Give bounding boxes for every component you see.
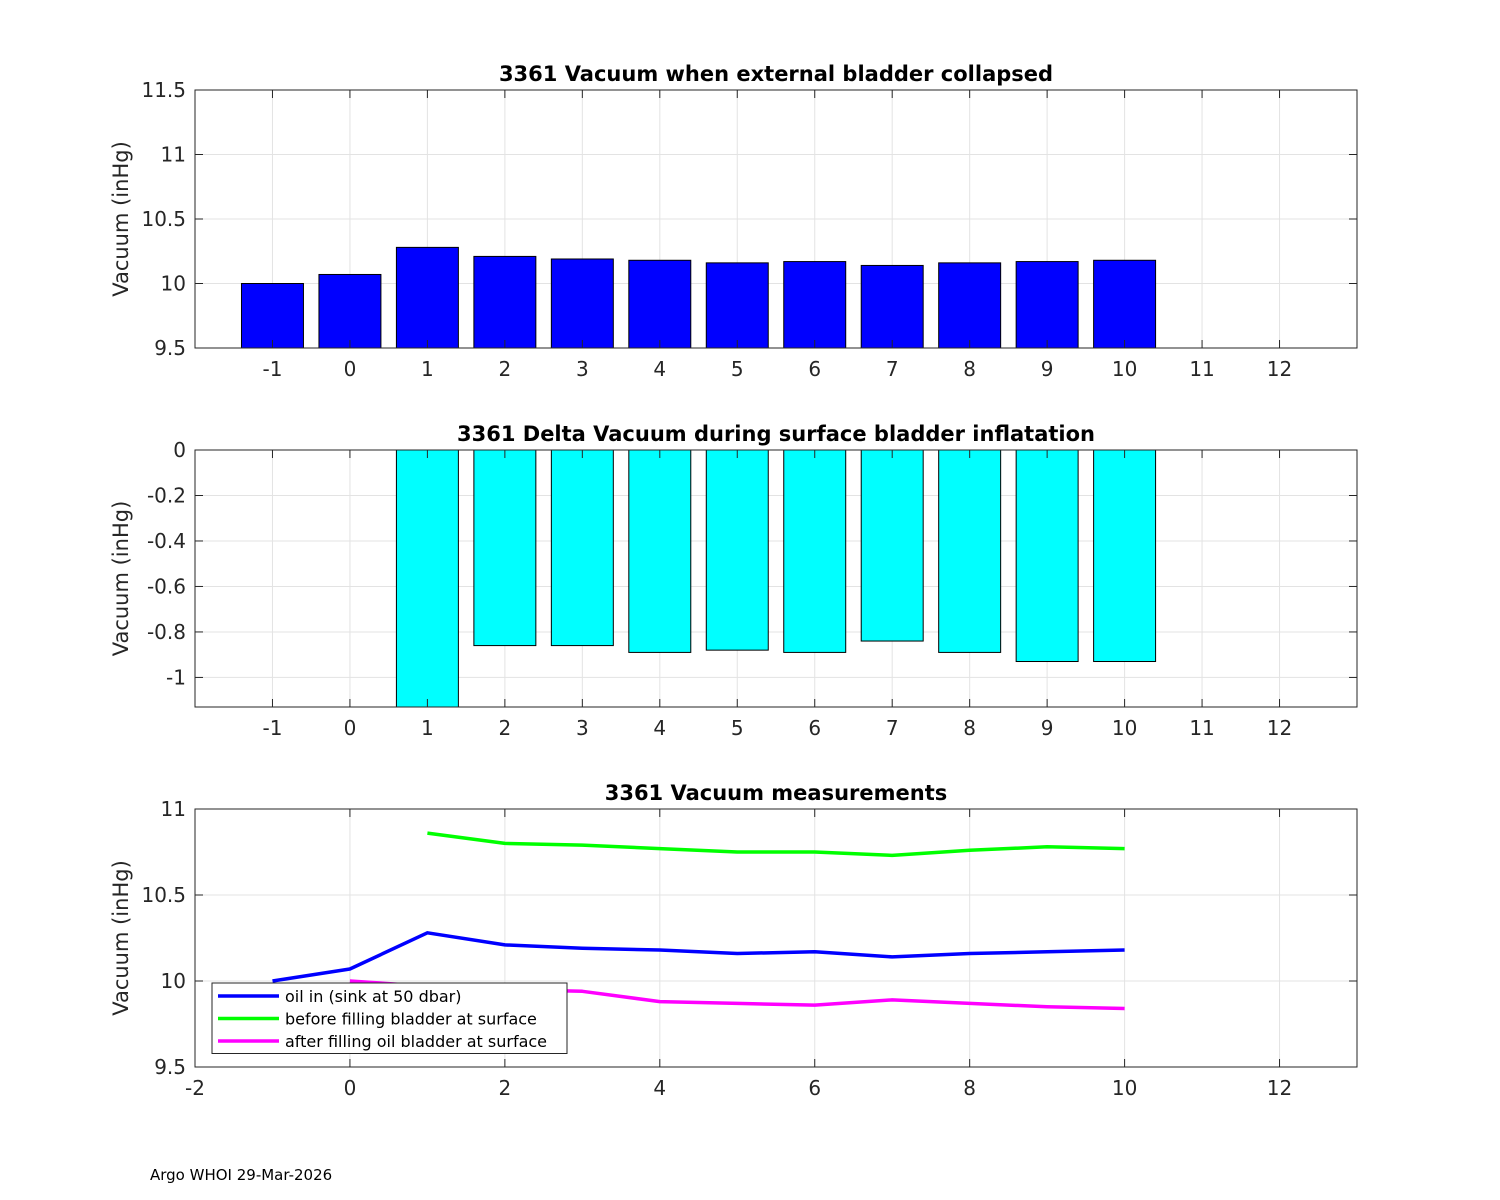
y-tick-label: 10 — [161, 272, 186, 296]
bar-6 — [783, 261, 847, 348]
bar-8 — [938, 450, 1002, 653]
bar-10 — [1093, 259, 1157, 348]
bar-1 — [395, 450, 459, 707]
x-tick-label: 0 — [344, 357, 357, 381]
y-tick-label: 9.5 — [154, 1055, 186, 1079]
plot-data — [395, 450, 1157, 707]
x-tick-label: -2 — [185, 1076, 205, 1100]
series-line-0 — [272, 931, 1125, 983]
bar--1 — [240, 283, 304, 348]
x-tick-label: 6 — [808, 1076, 821, 1100]
x-tick-label: 10 — [1112, 1076, 1137, 1100]
bar-2 — [473, 450, 537, 647]
x-tick-label: 5 — [731, 716, 744, 740]
bar-6 — [783, 450, 847, 653]
x-tick-label: 1 — [421, 716, 434, 740]
x-tick-label: 4 — [653, 716, 666, 740]
x-tick-label: 3 — [576, 357, 589, 381]
x-tick-label: 0 — [344, 1076, 357, 1100]
x-tick-label: 7 — [886, 716, 899, 740]
x-tick-label: 0 — [344, 716, 357, 740]
bar-5 — [705, 262, 769, 348]
legend-entry-1: before filling bladder at surface — [285, 1010, 537, 1029]
chart-title: 3361 Vacuum when external bladder collap… — [499, 62, 1053, 86]
x-tick-label: 7 — [886, 357, 899, 381]
x-tick-label: 10 — [1112, 716, 1137, 740]
bar-3 — [550, 258, 614, 348]
bar-7 — [860, 450, 924, 642]
chart-title: 3361 Vacuum measurements — [605, 781, 948, 805]
legend: oil in (sink at 50 dbar) before filling b… — [211, 982, 568, 1054]
plot-data — [240, 246, 1157, 348]
x-tick-label: 8 — [963, 357, 976, 381]
x-tick-label: 12 — [1267, 357, 1292, 381]
chart-title: 3361 Delta Vacuum during surface bladder… — [457, 422, 1095, 446]
y-axis-label: Vacuum (inHg) — [109, 860, 133, 1016]
y-tick-label: 11.5 — [141, 78, 186, 102]
footer-label: Argo WHOI 29-Mar-2026 — [150, 1166, 333, 1184]
axes-box — [194, 808, 1358, 1068]
bar-10 — [1093, 450, 1157, 663]
x-tick-label: -1 — [262, 357, 282, 381]
y-axis-label: Vacuum (inHg) — [109, 501, 133, 657]
plot-data — [272, 831, 1125, 1011]
x-tick-label: 11 — [1189, 357, 1214, 381]
y-axis-label: Vacuum (inHg) — [109, 141, 133, 297]
x-tick-label: 6 — [808, 716, 821, 740]
bar-0 — [318, 273, 382, 348]
legend-entry-0: oil in (sink at 50 dbar) — [285, 987, 462, 1006]
bar-1 — [395, 246, 459, 348]
legend-entry-2: after filling oil bladder at surface — [285, 1032, 547, 1051]
y-tick-label: 11 — [161, 143, 186, 167]
y-tick-label: -0.8 — [147, 620, 186, 644]
x-tick-label: 10 — [1112, 357, 1137, 381]
x-tick-label: 1 — [421, 357, 434, 381]
axes-box — [194, 449, 1358, 708]
x-tick-label: 11 — [1189, 716, 1214, 740]
bar-8 — [938, 262, 1002, 348]
bar-9 — [1015, 450, 1079, 663]
bar-9 — [1015, 261, 1079, 348]
bar-5 — [705, 450, 769, 651]
y-tick-label: 10 — [161, 969, 186, 993]
x-tick-label: 2 — [498, 357, 511, 381]
y-tick-label: 10.5 — [141, 883, 186, 907]
y-tick-label: 0 — [173, 438, 186, 462]
chart-delta-vacuum: -1 0 1 2 3 4 5 6 7 8 9 10 11 12-1-0.8-0.6-0.4-0.20336… — [109, 422, 1358, 740]
y-tick-label: -0.2 — [147, 483, 186, 507]
x-tick-label: 8 — [963, 1076, 976, 1100]
y-tick-label: -0.6 — [147, 574, 186, 598]
series-line-1 — [427, 831, 1125, 858]
bar-4 — [628, 259, 692, 348]
x-tick-label: 12 — [1267, 1076, 1292, 1100]
bar-7 — [860, 264, 924, 348]
x-tick-label: 4 — [653, 1076, 666, 1100]
x-tick-label: 6 — [808, 357, 821, 381]
x-tick-label: 9 — [1041, 716, 1054, 740]
x-tick-label: 12 — [1267, 716, 1292, 740]
x-tick-label: 9 — [1041, 357, 1054, 381]
y-tick-label: -1 — [166, 665, 186, 689]
bar-3 — [550, 450, 614, 647]
bar-2 — [473, 255, 537, 348]
y-tick-label: 11 — [161, 797, 186, 821]
chart-vacuum-measurements: -2 0 2 4 6 8 10 12 9.5 10 10.5 11 3361 Vacuum measur… — [109, 781, 1358, 1100]
x-tick-label: 3 — [576, 716, 589, 740]
x-tick-label: 8 — [963, 716, 976, 740]
y-tick-label: 10.5 — [141, 207, 186, 231]
bar-4 — [628, 450, 692, 653]
x-tick-label: 5 — [731, 357, 744, 381]
x-tick-label: 2 — [498, 716, 511, 740]
x-tick-label: -1 — [262, 716, 282, 740]
x-tick-label: 4 — [653, 357, 666, 381]
y-tick-label: 9.5 — [154, 336, 186, 360]
x-tick-label: 2 — [498, 1076, 511, 1100]
y-tick-label: -0.4 — [147, 529, 186, 553]
